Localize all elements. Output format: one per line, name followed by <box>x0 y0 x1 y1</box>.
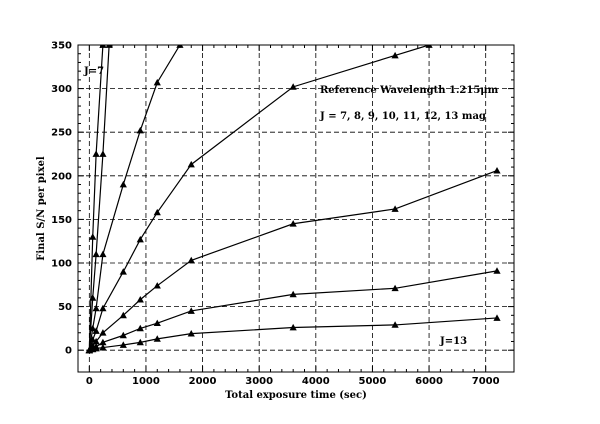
data-point-marker <box>136 338 144 346</box>
data-point-marker <box>493 166 501 174</box>
series-line-3 <box>88 45 181 351</box>
data-point-marker <box>119 341 127 348</box>
data-point-marker <box>187 307 195 314</box>
x-tick-label: 0 <box>86 376 93 387</box>
data-point-marker <box>119 331 127 339</box>
data-point-marker <box>136 296 144 303</box>
data-point-marker <box>99 343 107 351</box>
data-point-marker <box>92 327 100 334</box>
reference-wavelength-annotation: Reference Wavelength 1.215μm <box>320 85 499 96</box>
data-point-marker <box>92 304 100 312</box>
magnitudes-annotation: J = 7, 8, 9, 10, 11, 12, 13 mag <box>319 111 486 122</box>
data-point-marker <box>99 150 107 157</box>
data-point-marker <box>136 324 144 332</box>
data-point-marker <box>391 321 399 328</box>
data-point-marker <box>493 267 501 274</box>
x-tick-label: 3000 <box>245 376 273 387</box>
data-point-marker <box>289 323 297 331</box>
data-point-marker <box>289 290 297 298</box>
y-tick-label: 150 <box>51 215 72 226</box>
data-point-marker <box>92 337 100 345</box>
j13-curve-label: J=13 <box>439 336 467 347</box>
data-point-marker <box>289 83 297 90</box>
data-series <box>85 45 501 354</box>
data-point-marker <box>136 126 144 134</box>
y-axis-label: Final S/N per pixel <box>36 156 47 261</box>
plot-frame <box>77 44 515 373</box>
y-tick-label: 350 <box>51 41 72 52</box>
data-point-marker <box>99 329 107 336</box>
data-point-marker <box>289 220 297 227</box>
data-point-marker <box>136 235 144 243</box>
x-tick-label: 5000 <box>359 376 387 387</box>
data-point-marker <box>187 330 195 337</box>
data-point-marker <box>89 324 97 332</box>
data-point-marker <box>153 282 161 289</box>
data-point-marker <box>119 311 127 319</box>
data-point-marker <box>391 51 399 59</box>
data-point-marker <box>105 45 113 48</box>
data-point-marker <box>119 180 127 188</box>
data-point-marker <box>391 284 399 292</box>
series-line-5 <box>88 170 498 351</box>
data-point-marker <box>99 250 107 258</box>
y-tick-label: 300 <box>51 84 72 95</box>
y-tick-label: 0 <box>65 346 72 357</box>
data-point-marker <box>153 319 161 327</box>
axis-ticks: 0 1000 2000 3000 4000 5000 6000 7000 0 50 100 150 20… <box>51 41 514 387</box>
x-tick-label: 7000 <box>472 376 500 387</box>
data-point-marker <box>119 268 127 275</box>
data-point-marker <box>99 304 107 312</box>
x-tick-label: 6000 <box>415 376 443 387</box>
data-point-marker <box>153 78 161 86</box>
data-point-marker <box>187 160 195 168</box>
series-group <box>85 45 501 354</box>
x-tick-label: 2000 <box>189 376 217 387</box>
y-tick-label: 200 <box>51 171 72 182</box>
j7-curve-label: J=7 <box>83 66 104 77</box>
data-point-marker <box>92 250 100 258</box>
x-tick-label: 1000 <box>132 376 160 387</box>
data-point-marker <box>153 335 161 342</box>
series-line-6 <box>89 270 498 351</box>
data-point-marker <box>391 205 399 212</box>
data-point-marker <box>89 294 97 301</box>
series-line-7 <box>89 317 498 351</box>
x-axis-label: Total exposure time (sec) <box>225 390 367 401</box>
data-point-marker <box>92 344 100 352</box>
data-point-marker <box>92 150 100 157</box>
y-tick-label: 100 <box>51 259 72 270</box>
data-point-marker <box>89 233 97 240</box>
series-line-2 <box>88 45 110 351</box>
y-tick-label: 250 <box>51 128 72 139</box>
x-tick-label: 4000 <box>302 376 330 387</box>
data-point-marker <box>153 208 161 216</box>
series-line-1 <box>88 45 104 351</box>
data-point-marker <box>187 256 195 264</box>
y-tick-label: 50 <box>58 302 72 313</box>
data-point-marker <box>99 338 107 346</box>
data-point-marker <box>493 314 501 321</box>
